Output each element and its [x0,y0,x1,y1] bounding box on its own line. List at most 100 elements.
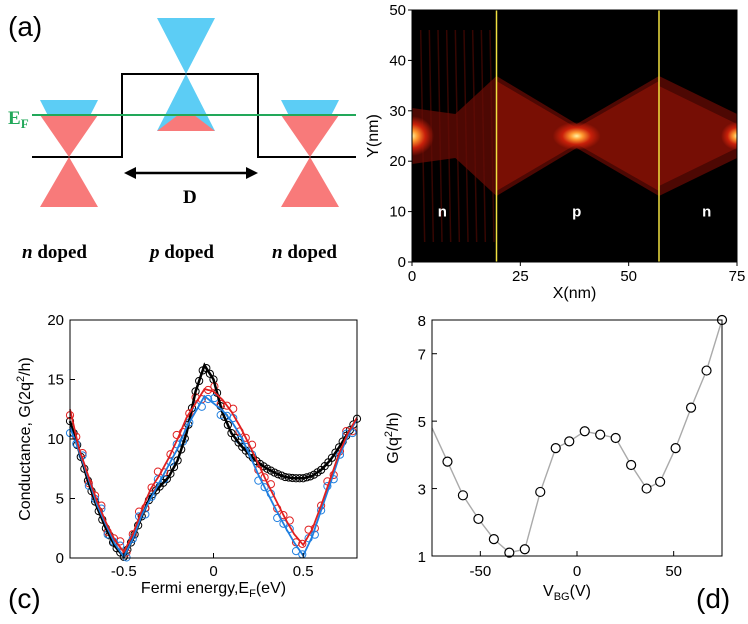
y-tick-label: 20 [47,312,64,329]
panel-a: (a) EF D n doped p doped n doped [8,11,356,263]
data-marker [279,519,288,528]
panel-label-b: (b) [680,11,714,42]
beam-core-n [659,86,737,186]
y-axis-label: G(q2/h) [383,412,402,463]
y-tick-label: 30 [389,103,406,120]
y-tick-label: 40 [389,52,406,69]
potential-profile [32,73,356,158]
data-point [701,365,712,376]
x-tick-label: -50 [469,563,491,580]
left-lower-cone [40,157,98,207]
y-axis-label: Conductance, G(2q2/h) [15,357,34,521]
hotspot-exit [721,122,737,150]
data-point [488,534,499,545]
data-point [535,486,546,498]
panel-b: n p n 0 25 50 75 0 10 20 30 40 50 X(nm) Y(nm) (b) [365,2,745,302]
y-tick-label: 20 [389,153,406,170]
center-lower-cone [157,74,215,131]
center-upper-cone [157,18,215,74]
data-point [579,426,590,437]
data-point [442,456,453,467]
center-lower-cone-filled [157,115,215,131]
y-tick-label: 15 [47,372,64,389]
y-tick-label: 0 [398,254,406,271]
data-point [473,513,484,525]
panel-label-c: (c) [8,583,41,614]
interference-streak [445,29,452,243]
y-tick-label: 5 [56,491,64,508]
x-tick-label: 0 [573,563,581,580]
x-tick-label: 50 [620,268,637,285]
data-point [564,436,575,447]
data-marker [260,473,269,482]
region-label-2: n [702,204,711,221]
data-point [595,429,606,440]
right-upper-cone-filled [281,115,339,157]
x-tick-label: 25 [512,268,529,285]
data-point [457,490,469,501]
x-tick-label: -0.5 [111,563,137,580]
y-tick-label: 10 [47,431,64,448]
region-label-1: p [572,204,581,221]
data-point [550,443,561,454]
x-axis-label: VBG(V) [543,583,591,603]
region-label-0: n [438,204,447,221]
data-point [685,402,697,413]
x-tick-label: 0 [209,563,217,580]
data-marker [273,470,283,479]
right-lower-cone [281,157,339,207]
data-point [610,432,621,444]
data-marker [298,539,307,548]
data-point [519,544,530,555]
interference-streak [437,29,443,243]
y-tick-label: 10 [389,204,406,221]
series-exp-red [69,387,358,554]
interference-streak [489,29,495,243]
hotspot-focus-p [552,122,601,150]
interference-streak [454,29,461,243]
x-tick-label: 0.5 [293,563,314,580]
interference-streak [471,29,478,243]
panel-c: (c) -0.5 0 0.5 0 5 10 15 20 Fermi energy,EF(eV) C… [8,312,362,614]
y-tick-label: 5 [418,414,426,431]
x-axis-label: Fermi energy,EF(eV) [141,580,286,600]
heatmap-intensity [412,29,737,243]
data-point [626,459,637,471]
data-marker [166,469,175,478]
y-tick-label: 1 [418,549,426,566]
data-point [641,483,652,494]
data-marker [204,394,213,404]
region-label-right: n doped [272,242,337,263]
interference-streak [463,29,469,243]
y-axis-label: Y(nm) [365,114,382,158]
data-marker [147,483,156,492]
interference-streak [480,29,487,243]
data-marker [260,483,269,492]
y-tick-label: 0 [56,550,64,567]
data-marker [223,420,232,430]
width-arrow-left-head [124,167,136,179]
panel-d: (d) -50 0 50 1 3 5 7 8 VBG(V) G(q2/h) [383,313,730,614]
heatmap-axes: n p n 0 25 50 75 0 10 20 30 40 50 X(nm) Y(nm) [365,2,745,302]
y-tick-label: 8 [418,313,426,330]
x-tick-label: 50 [665,563,682,580]
region-label-center: p doped [148,242,214,263]
data-marker [205,369,215,378]
fermi-level-label: EF [8,108,29,131]
x-axis-label: X(nm) [553,285,597,302]
series-exp-blue [69,394,358,559]
y-tick-label: 3 [418,482,426,499]
x-tick-label: 75 [729,268,746,285]
data-point [670,443,681,454]
region-label-left: n doped [22,242,87,263]
y-tick-label: 7 [418,347,426,364]
heatmap-frame [411,9,738,263]
left-upper-cone-filled [40,115,98,157]
hotspot-source [412,116,434,156]
panel-label-d: (d) [696,583,730,614]
data-point [655,476,666,487]
y-tick-label: 50 [389,2,406,19]
width-label: D [183,187,197,208]
panel-label-a: (a) [8,11,42,42]
